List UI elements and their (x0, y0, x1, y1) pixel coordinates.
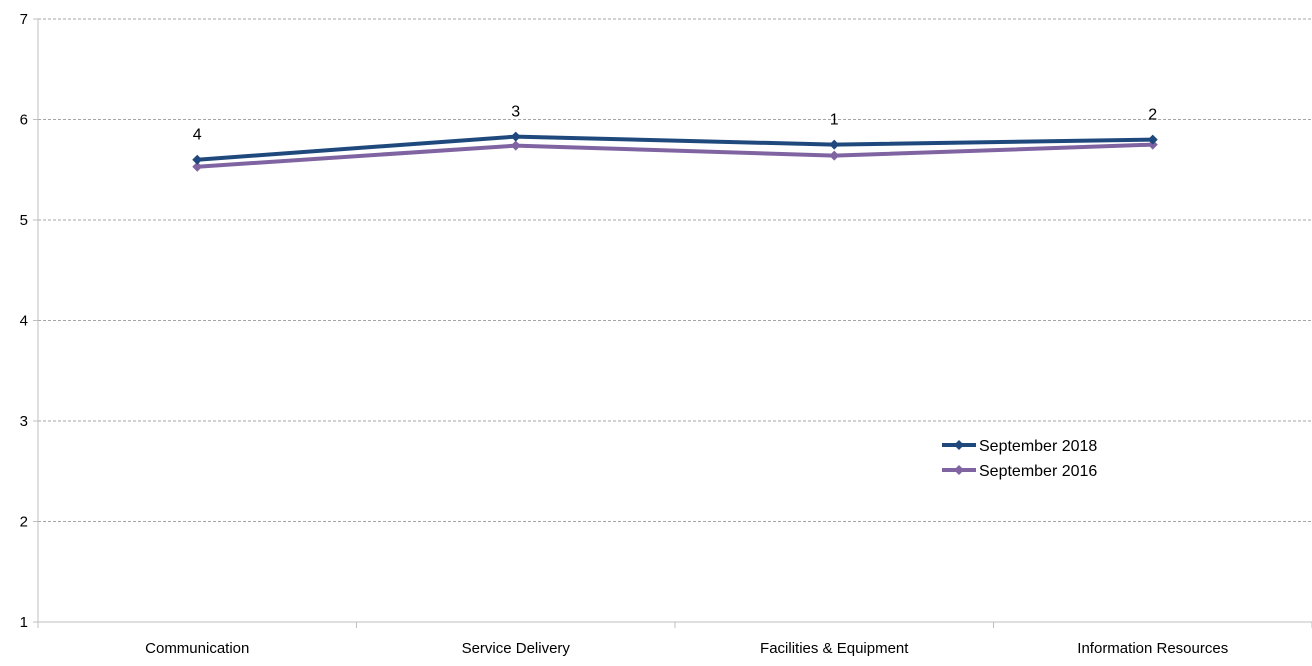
y-axis-ticks: 1 2 3 4 5 6 7 (20, 11, 28, 631)
legend: September 2018 September 2016 (942, 438, 1097, 480)
legend-marker-0 (954, 440, 964, 450)
x-category-label: Information Resources (1077, 640, 1228, 657)
y-tick-label-6: 6 (20, 112, 28, 129)
y-tick-label-5: 5 (20, 212, 28, 229)
gridlines (38, 18, 1312, 522)
series-point-1 (192, 161, 203, 172)
series-point-0 (510, 131, 521, 142)
y-tick-label-7: 7 (20, 11, 28, 28)
x-axis-categories: Communication Service Delivery Facilities … (145, 640, 1228, 657)
y-tick-label-1: 1 (20, 614, 28, 631)
series-point-0 (829, 139, 840, 150)
series-point-1 (510, 140, 521, 151)
series-point-0 (192, 154, 203, 165)
data-label: 3 (511, 104, 520, 121)
data-label: 2 (1148, 107, 1157, 124)
y-tick-label-4: 4 (20, 313, 28, 330)
series-point-1 (829, 150, 840, 161)
x-category-label: Facilities & Equipment (760, 640, 909, 657)
x-category-label: Service Delivery (462, 640, 571, 657)
series-line-1 (197, 142, 1153, 169)
series-point-0 (1147, 134, 1158, 145)
axes (33, 18, 1312, 628)
legend-marker-1 (954, 465, 964, 475)
y-tick-label-3: 3 (20, 413, 28, 430)
y-tick-label-2: 2 (20, 514, 28, 531)
series-lines (192, 131, 1158, 172)
series-line-0 (197, 134, 1153, 162)
data-label: 1 (830, 112, 839, 129)
legend-label-0: September 2018 (979, 438, 1097, 455)
x-category-label: Communication (145, 640, 249, 657)
data-label: 4 (193, 127, 202, 144)
series-point-1 (1147, 139, 1158, 150)
data-labels: 4 3 1 2 (193, 104, 1158, 144)
legend-label-1: September 2016 (979, 463, 1097, 480)
